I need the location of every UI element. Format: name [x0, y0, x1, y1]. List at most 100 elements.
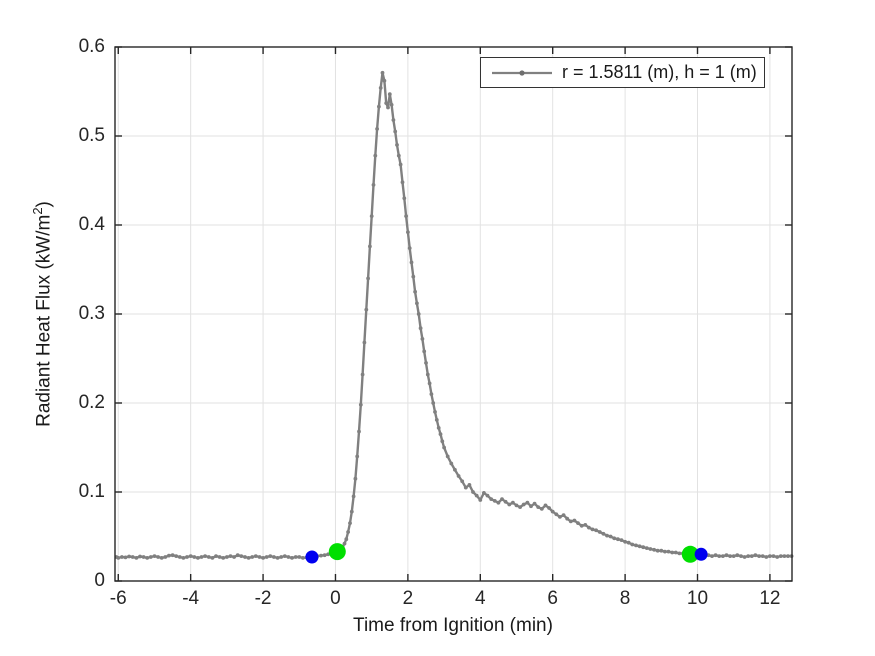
series-data-point	[170, 553, 175, 558]
x-tick-label: 12	[759, 588, 781, 609]
event-marker-green-end	[681, 545, 699, 563]
series-data-point	[503, 499, 508, 504]
series-data-point	[221, 556, 226, 560]
series-data-point	[369, 214, 374, 219]
series-data-point	[529, 504, 533, 509]
series-data-point	[415, 301, 419, 306]
series-data-point	[539, 507, 544, 511]
x-tick-label: 6	[547, 588, 558, 609]
series-data-point	[272, 555, 276, 559]
series-data-point	[375, 126, 379, 131]
series-data-point	[250, 555, 255, 559]
x-tick-label: 10	[686, 588, 709, 609]
series-data-point	[253, 554, 258, 558]
series-data-point	[760, 554, 765, 558]
series-data-point	[713, 553, 718, 558]
series-data-point	[411, 274, 416, 279]
series-data-point	[565, 516, 570, 521]
x-tick-label: -6	[109, 588, 127, 609]
x-tick-label: 8	[619, 588, 631, 609]
series-data-point	[130, 555, 135, 559]
series-data-point	[185, 555, 189, 559]
series-data-point	[407, 246, 412, 251]
y-tick-label: 0.6	[78, 36, 105, 57]
series-data-point	[710, 554, 714, 558]
series-data-point	[721, 554, 725, 558]
series-data-point	[673, 550, 678, 555]
event-marker-green-start	[328, 543, 346, 561]
x-tick-label: 4	[474, 588, 486, 609]
y-axis-label-superscript: 2	[30, 207, 45, 215]
series-data-point	[425, 372, 430, 377]
series-data-point	[474, 493, 479, 498]
series-data-point	[416, 312, 421, 316]
series-data-point	[771, 554, 776, 558]
series-data-point	[608, 534, 613, 539]
series-data-point	[427, 381, 432, 386]
series-data-point	[181, 556, 186, 560]
series-data-point	[346, 530, 350, 534]
series-data-point	[391, 118, 396, 122]
legend-entry-label: r = 1.5811 (m), h = 1 (m)	[562, 62, 757, 82]
series-data-point	[400, 180, 405, 185]
series-data-point	[568, 519, 573, 524]
series-data-point	[322, 553, 327, 558]
series-data-point	[358, 402, 363, 407]
series-data-point	[775, 555, 780, 559]
y-tick-label: 0.5	[78, 125, 105, 146]
series-data-point	[507, 502, 512, 507]
series-data-point	[120, 555, 124, 559]
series-data-point	[641, 545, 646, 550]
series-data-point	[616, 537, 620, 542]
series-data-point	[228, 554, 233, 558]
series-data-point	[525, 500, 530, 505]
series-data-point	[663, 549, 667, 554]
series-data-point	[746, 554, 751, 558]
series-data-point	[268, 554, 273, 558]
series-data-point	[433, 410, 437, 414]
series-data-point	[666, 549, 671, 554]
series-data-point	[630, 542, 635, 547]
series-data-point	[605, 533, 609, 538]
series-data-point	[561, 513, 566, 517]
series-data-point	[735, 553, 740, 558]
series-data-point	[368, 244, 372, 249]
series-data-point	[210, 556, 215, 560]
series-data-point	[282, 554, 287, 558]
series-data-point	[362, 340, 367, 345]
series-data-point	[301, 556, 305, 560]
series-data-point	[342, 541, 347, 546]
series-data-point	[655, 548, 660, 553]
series-data-point	[134, 556, 139, 560]
series-data-point	[395, 143, 399, 147]
series-data-point	[404, 214, 408, 219]
series-data-point	[152, 554, 157, 558]
series-data-point	[514, 503, 519, 508]
series-data-point	[579, 523, 584, 528]
series-data-point	[297, 555, 302, 559]
event-marker-blue-post	[694, 547, 708, 561]
series-data-point	[257, 555, 262, 559]
x-tick-label: 2	[402, 588, 414, 609]
x-tick-label: -4	[182, 588, 200, 609]
series-data-point	[612, 536, 617, 541]
series-data-point	[445, 454, 450, 459]
series-data-point	[532, 501, 537, 506]
series-data-point	[652, 547, 656, 552]
series-data-point	[243, 555, 247, 559]
series-data-point	[644, 546, 649, 550]
series-data-point	[717, 554, 722, 558]
series-data-point	[235, 553, 240, 558]
y-tick-label: 0.1	[78, 481, 105, 502]
series-data-point	[511, 500, 515, 505]
series-data-point	[357, 429, 361, 434]
series-data-point	[275, 556, 280, 560]
series-data-point	[203, 554, 208, 558]
series-data-point	[159, 556, 164, 560]
series-data-point	[188, 554, 193, 558]
series-data-point	[753, 553, 758, 558]
event-marker-blue-pre	[305, 550, 319, 564]
series-data-point	[550, 509, 555, 514]
series-data-point	[349, 509, 354, 514]
series-data-point	[543, 503, 548, 508]
